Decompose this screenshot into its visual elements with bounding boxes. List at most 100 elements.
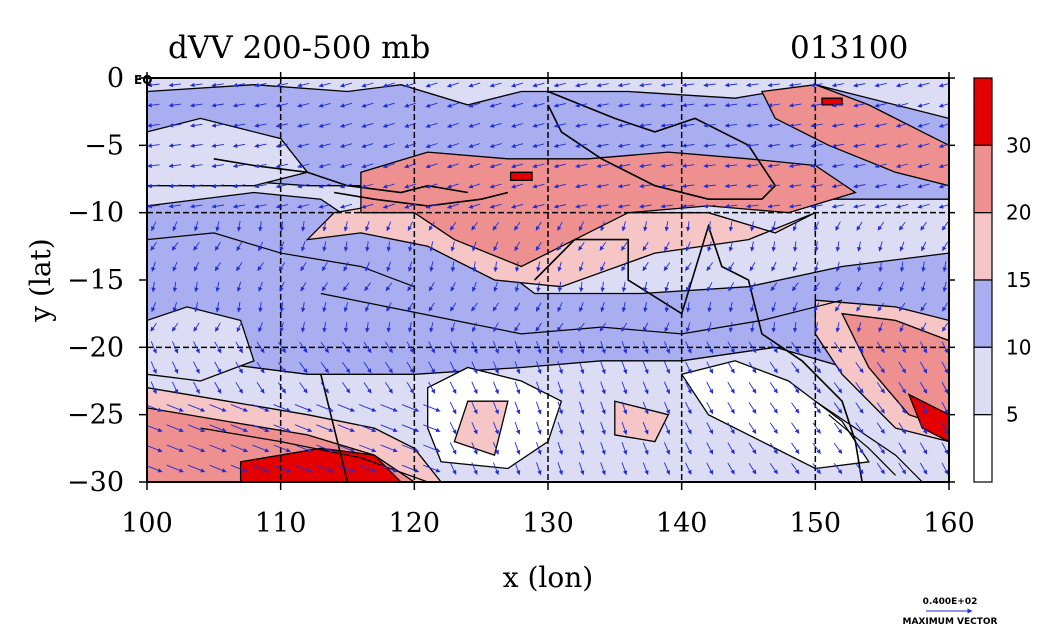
colorbar: 30 20 15 10 5 (973, 77, 1031, 483)
wind-vector (855, 402, 864, 414)
wind-vector (423, 464, 441, 473)
wind-vector (468, 102, 481, 108)
wind-vector (853, 163, 866, 169)
wind-vector (382, 82, 395, 88)
wind-vector (514, 221, 521, 231)
wind-vector (791, 442, 800, 454)
wind-vector (404, 102, 417, 108)
wind-vector (359, 424, 377, 433)
wind-vector (471, 361, 478, 374)
wind-vector (876, 462, 885, 475)
wind-vector (428, 341, 436, 354)
wind-vector (578, 381, 585, 395)
wind-vector (300, 282, 307, 292)
wind-vector (685, 301, 691, 313)
wind-vector (707, 282, 713, 292)
wind-vector (428, 282, 435, 292)
wind-vector (514, 421, 521, 435)
wind-vector (899, 322, 905, 333)
wind-vector (277, 382, 287, 394)
wind-vector (450, 322, 456, 333)
wind-vector (339, 123, 353, 128)
wind-vector (150, 381, 157, 395)
wind-vector (639, 163, 652, 169)
wind-vector (814, 221, 820, 232)
wind-vector (600, 261, 606, 272)
wind-vector (685, 361, 692, 374)
wind-vector (230, 444, 249, 453)
wind-vector (386, 322, 392, 333)
wind-vector (166, 464, 184, 473)
wind-vector (812, 442, 821, 454)
wind-vector (277, 341, 287, 354)
wind-vector (428, 302, 435, 312)
wind-vector (407, 282, 414, 292)
wind-vector (493, 261, 498, 272)
wind-vector (446, 102, 459, 108)
wind-vector (876, 382, 885, 394)
colorbar-label: 15 (1006, 268, 1031, 292)
wind-vector (878, 261, 883, 272)
wind-vector (214, 381, 222, 394)
wind-vector (211, 183, 224, 189)
wind-vector (471, 341, 478, 354)
wind-vector (833, 442, 843, 454)
wind-vector (385, 341, 393, 354)
wind-vector (917, 183, 930, 189)
wind-vector (895, 163, 909, 169)
wind-vector (386, 261, 391, 272)
wind-vector (769, 341, 778, 354)
wind-vector (617, 143, 631, 148)
wind-vector (728, 262, 735, 272)
wind-vector (706, 462, 714, 475)
wind-vector (425, 143, 438, 149)
wind-vector (471, 462, 478, 475)
wind-vector (471, 442, 478, 455)
wind-vector (856, 282, 863, 292)
wind-vector (404, 163, 417, 169)
wind-vector (514, 381, 521, 395)
wind-vector (365, 241, 370, 252)
wind-vector (600, 221, 605, 232)
wind-vector (621, 462, 628, 476)
wind-vector (363, 361, 372, 374)
wind-vector (423, 404, 441, 412)
wind-vector (556, 241, 564, 251)
wind-vector (642, 241, 649, 251)
wind-vector (425, 183, 438, 189)
wind-vector (895, 102, 909, 108)
wind-vector (493, 241, 499, 252)
wind-vector (810, 204, 823, 209)
wind-vector (642, 322, 649, 332)
wind-vector (748, 422, 757, 434)
wind-vector (339, 143, 353, 149)
wind-vector (746, 203, 759, 209)
wind-vector (380, 404, 398, 412)
wind-vector (359, 444, 377, 453)
wind-vector (557, 421, 563, 435)
wind-vector (147, 82, 160, 88)
wind-vector (536, 421, 542, 435)
wind-vector (941, 221, 949, 231)
wind-vector (812, 362, 821, 374)
wind-vector (660, 203, 673, 209)
wind-vector (297, 204, 310, 209)
wind-vector (663, 262, 671, 271)
wind-vector (301, 301, 306, 313)
colorbar-swatch (973, 279, 993, 348)
wind-vector (833, 362, 843, 374)
wind-vector (168, 143, 182, 148)
wind-vector (553, 123, 567, 128)
wind-vector (318, 143, 331, 149)
wind-vector (791, 361, 800, 374)
wind-vector (386, 221, 392, 232)
wind-vector (941, 442, 949, 455)
coastline-segment (534, 223, 863, 482)
wind-vector (320, 362, 329, 374)
wind-vector (557, 341, 563, 354)
wind-vector (769, 361, 778, 374)
wind-vector (642, 341, 649, 354)
wind-vector (791, 422, 800, 434)
wind-vector (232, 204, 246, 209)
wind-vector (471, 401, 478, 415)
